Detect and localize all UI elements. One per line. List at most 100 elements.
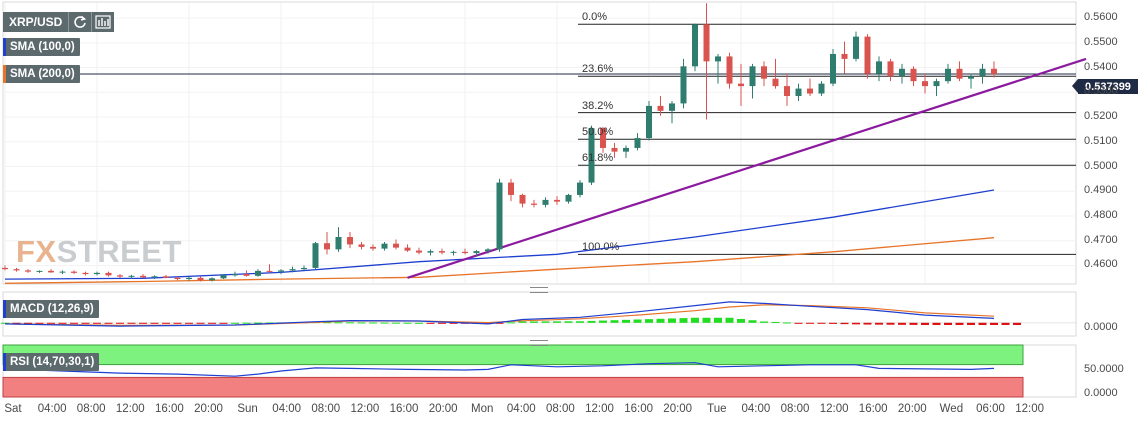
time-axis-label: 12:00 [1015,403,1044,415]
macd-histogram-bar [127,322,136,324]
candle-body [611,147,618,152]
candle-body [220,275,227,279]
candle-body [473,251,480,254]
macd-histogram-bar [449,322,458,324]
candle-body [991,68,997,74]
candle-body [48,270,54,273]
candle-body [197,277,204,281]
candle-body [531,203,537,205]
price-axis-label: 0.4600 [1084,258,1118,271]
macd-histogram-bar [875,322,883,325]
macd-histogram-bar [403,322,412,324]
rsi-axis-label: 0.0000 [1084,387,1118,399]
candle-body [979,68,986,77]
candle-body [266,270,273,272]
sma100-legend[interactable]: SMA (100,0) [3,38,80,56]
macd-histogram-bar [24,322,32,324]
pane-resize-handle-rsi[interactable] [530,340,548,346]
candle-body [25,270,31,272]
macd-histogram-bar [70,322,78,324]
time-axis-label: 08:00 [546,403,575,415]
price-axis-label: 0.5600 [1084,11,1118,24]
macd-histogram-bar [932,322,941,325]
pane-resize-handle-macd[interactable] [530,287,548,293]
candle-body [508,182,514,195]
candle-body [726,56,733,84]
time-axis-label: 16:00 [389,403,419,415]
macd-histogram-bar [196,322,205,324]
candle-body [623,147,629,152]
candle-body [772,78,779,87]
candle-body [278,270,284,272]
candle-body [864,36,871,74]
macd-histogram-bar [1001,322,1010,325]
macd-histogram-bar [576,321,584,323]
candle-body [289,269,296,271]
macd-histogram-bar [806,322,814,324]
candle-body [255,270,261,276]
macd-histogram-bar [921,322,929,325]
candle-body [140,275,146,278]
candle-body [542,199,549,205]
macd-histogram-bar [944,322,952,325]
time-axis-label: 04:00 [506,403,536,415]
candle-body [416,250,422,253]
candle-body [312,243,319,268]
candle-body [393,243,399,248]
candle-body [71,271,77,273]
current-price-badge: 0.537399 [1072,79,1138,94]
price-axis-label: 0.5200 [1084,110,1118,123]
time-axis-label: 16:00 [624,403,653,415]
macd-histogram-bar [415,322,423,324]
time-axis-label: 16:00 [155,403,184,415]
macd-histogram-bar [564,321,573,323]
candle-body [945,68,951,82]
candle-body [209,278,215,281]
candle-body [692,24,698,67]
candle-body [761,66,767,79]
time-axis-label: 08:00 [76,403,106,415]
macd-histogram-bar [438,322,446,324]
price-axis-label: 0.5000 [1084,159,1118,172]
sma200-legend[interactable]: SMA (200,0) [3,65,80,83]
candle-body [427,251,434,253]
macd-histogram-bar [507,322,515,324]
bar-chart-icon[interactable] [92,12,114,32]
refresh-icon[interactable] [69,12,93,32]
macd-axis-label: 0.0000 [1084,321,1118,333]
candle-body [381,243,388,249]
candle-body [968,76,974,79]
candle-body [232,274,238,276]
rsi-legend[interactable]: RSI (14,70,30,1) [3,353,100,371]
symbol-selector[interactable]: XRP/USD [3,12,115,32]
macd-legend[interactable]: MACD (12,26,9) [3,300,99,318]
rsi-line [4,362,995,377]
macd-histogram-bar [254,322,262,324]
candle-body [749,66,756,87]
macd-histogram-bar [323,322,331,324]
candle-body [554,199,560,202]
candle-body [922,81,928,87]
candle-body [588,128,595,183]
macd-histogram-bar [242,322,251,324]
macd-histogram-bar [93,322,101,324]
macd-histogram-bar [185,322,193,324]
candle-body [404,247,411,251]
candle-body [830,53,836,84]
candle-body [738,83,744,87]
time-axis-label: 20:00 [663,403,693,415]
macd-histogram-bar [599,320,607,323]
candle-body [94,272,100,275]
candle-body [82,272,89,275]
price-axis-label: 0.5100 [1084,134,1118,147]
candle-body [565,194,572,202]
candle-body [933,81,940,87]
rsi-color-swatch [3,353,6,371]
sma100-label: SMA (100,0) [10,41,75,53]
macd-histogram-bar [863,322,872,325]
symbol-label[interactable]: XRP/USD [3,12,70,32]
rsi-overbought-band [2,344,1024,366]
candle-body [36,270,43,272]
candle-body [163,276,169,278]
